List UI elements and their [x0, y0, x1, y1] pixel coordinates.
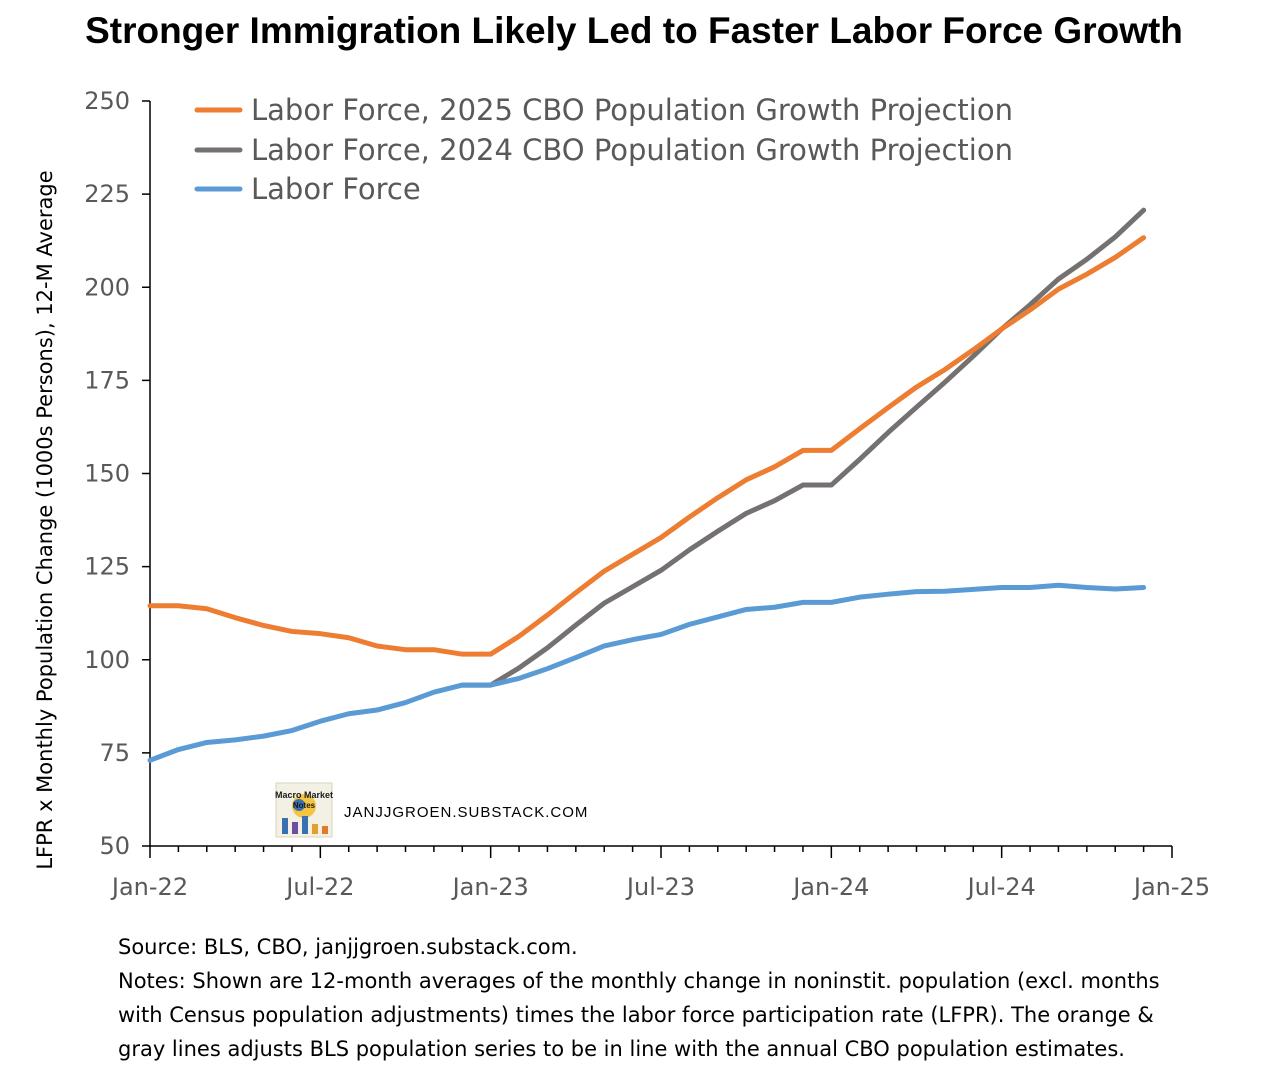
y-tick-label: 75: [99, 739, 130, 767]
legend-label: Labor Force, 2025 CBO Population Growth …: [251, 93, 1013, 127]
legend-label: Labor Force: [251, 172, 421, 206]
y-tick-label: 100: [84, 646, 130, 674]
legend-label: Labor Force, 2024 CBO Population Growth …: [251, 133, 1013, 167]
y-tick-label: 150: [84, 460, 130, 488]
y-tick-label: 250: [84, 87, 130, 115]
chart-title: Stronger Immigration Likely Led to Faste…: [85, 10, 1183, 51]
legend-entry-2024-cbo: Labor Force, 2024 CBO Population Growth …: [194, 133, 1013, 167]
line-chart: 50 75 100 125 150 175 200 225 250 Jan-22 Jul-22 Jan…: [33, 87, 1210, 901]
axes: 50 75 100 125 150 175 200 225 250 Jan-22 Jul-22 Jan…: [84, 87, 1210, 901]
y-tick-label: 125: [84, 553, 130, 581]
y-tick-label: 50: [99, 832, 130, 860]
watermark-text: JANJJGROEN.SUBSTACK.COM: [344, 804, 588, 821]
y-tick-label: 175: [84, 366, 130, 394]
y-tick-label: 225: [84, 180, 130, 208]
x-tick-label: Jan-22: [110, 873, 188, 901]
svg-text:Macro Market: Macro Market: [275, 790, 333, 800]
legend: Labor Force, 2025 CBO Population Growth …: [194, 93, 1013, 206]
watermark: Macro Market Notes JANJJGROEN.SUBSTACK.C…: [275, 782, 588, 838]
y-axis-label: LFPR x Monthly Population Change (1000s …: [33, 170, 57, 869]
x-tick-label: Jul-22: [284, 873, 354, 901]
x-tick-label: Jan-23: [451, 873, 529, 901]
blue-labor-force-line: [147, 582, 1147, 763]
notes-line: with Census population adjustments) time…: [118, 1003, 1154, 1027]
legend-entry-labor-force: Labor Force: [194, 172, 421, 206]
legend-entry-2025-cbo: Labor Force, 2025 CBO Population Growth …: [194, 93, 1013, 127]
notes-line: Notes: Shown are 12-month averages of th…: [118, 969, 1160, 993]
orange-2025-cbo-line: [147, 235, 1147, 657]
gray-2024-cbo-line: [459, 207, 1147, 688]
y-tick-label: 200: [84, 273, 130, 301]
x-tick-label: Jul-24: [966, 873, 1036, 901]
x-tick-label: Jan-25: [1132, 873, 1210, 901]
source-line: Source: BLS, CBO, janjjgroen.substack.co…: [118, 935, 578, 959]
notes-line: gray lines adjusts BLS population series…: [118, 1037, 1125, 1061]
series-lines: [147, 207, 1147, 763]
x-tick-label: Jul-23: [625, 873, 695, 901]
macro-market-notes-logo: Macro Market Notes: [275, 782, 333, 838]
svg-text:Notes: Notes: [293, 801, 316, 810]
source-notes: Source: BLS, CBO, janjjgroen.substack.co…: [118, 930, 1258, 1066]
x-tick-label: Jan-24: [791, 873, 869, 901]
